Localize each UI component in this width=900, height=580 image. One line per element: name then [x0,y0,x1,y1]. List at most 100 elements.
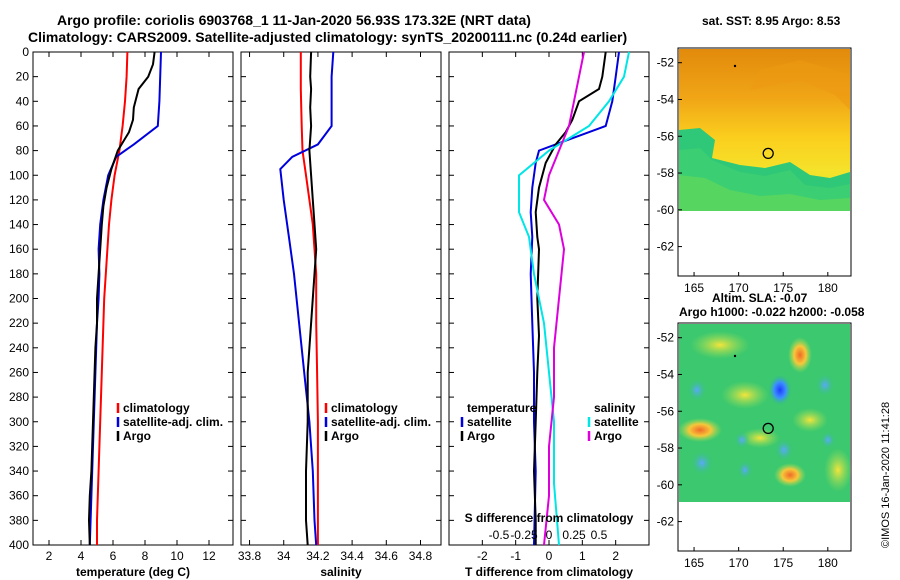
sla-map-title-line1: Altim. SLA: -0.07 [712,291,808,305]
sla-ytick-label: -62 [657,515,675,529]
legend-label-climatology: climatology [331,401,398,415]
figure-title-line1: Argo profile: coriolis 6903768_1 11-Jan-… [57,12,531,28]
legend-label-s-sat_salinity: satellite [594,415,639,429]
sla-map: Altim. SLA: -0.07 Argo h1000: -0.022 h20… [657,291,865,570]
temperature-axes-frame [32,51,234,546]
salinity-xlabel: salinity [320,565,362,579]
depth-tick-label: 240 [9,341,29,355]
sla-field [678,324,852,502]
sst-float-marker [762,147,774,160]
sst-xtick-label: 165 [684,281,704,295]
salinity-xtick-label: 34.4 [340,549,364,563]
credit-text: ©IMOS 16-Jan-2020 11:41:28 [880,402,892,548]
sst-xtick-label: 180 [818,281,838,295]
legend-label-climatology: climatology [123,401,190,415]
difference-xtick-label: -2 [477,549,488,563]
sst-field [679,49,850,211]
sst-small-marker [733,64,737,68]
temperature-xtick-label: 4 [78,549,85,563]
difference-series-t-argo [532,51,607,545]
sla-xtick-label: 180 [818,556,838,570]
difference-series-t-satellite [529,51,620,546]
sst-map: sat. SST: 8.95 Argo: 8.53 -52 -54 -56 -58 -6… [657,14,852,295]
difference-xtick-label: 0 [546,549,553,563]
depth-tick-label: 120 [9,193,29,207]
temperature-xtick-label: 2 [46,549,53,563]
figure-title-line2: Climatology: CARS2009. Satellite-adjuste… [28,29,627,45]
sla-xtick-label: 175 [773,556,793,570]
legend-label-argo: Argo [331,429,359,443]
sla-xtick-label: 170 [729,556,749,570]
depth-tick-label: 0 [22,45,29,59]
legend-label-s-clim_salinity: Argo [594,429,622,443]
temperature-series-satellite-adj-clim- [88,51,162,546]
depth-tick-label: 220 [9,316,29,330]
sst-ytick-label: -54 [657,92,675,106]
temperature-series-climatology [96,51,129,545]
sst-ytick-label: -52 [657,56,675,70]
sst-x-axis: 165 170 175 180 [684,272,838,295]
legend-label-satellite: satellite-adj. clim. [331,415,431,429]
salinity-panel: 33.8 34 34.2 34.4 34.6 34.8 salinity climatolog… [238,51,442,579]
legend-label-satellite: satellite-adj. clim. [123,415,223,429]
sst-xtick-label: 175 [773,281,793,295]
sla-small-marker [733,354,737,358]
depth-tick-label: 40 [16,94,30,108]
depth-tick-label: 280 [9,390,29,404]
depth-tick-label: 300 [9,415,29,429]
temperature-xtick-label: 10 [170,549,184,563]
difference-top-tick-label: -0.25 [510,528,538,542]
sst-ytick-label: -56 [657,129,675,143]
sla-y-axis: -52 -54 -56 -58 -60 -62 [657,331,682,529]
temperature-xtick-label: 6 [110,549,117,563]
sst-xtick-label: 170 [729,281,749,295]
temperature-series-argo [87,51,156,546]
sla-ytick-label: -58 [657,441,675,455]
depth-tick-label: 180 [9,267,29,281]
legend-label-t-satellite: satellite [467,415,512,429]
difference-xlabel: T difference from climatology [465,565,633,579]
salinity-xtick-label: 34.8 [409,549,433,563]
difference-top-tick-label: 0.5 [591,528,608,542]
salinity-xtick-label: 34 [277,549,291,563]
temperature-xtick-label: 8 [142,549,149,563]
depth-tick-label: 260 [9,365,29,379]
legend-label-argo: Argo [123,429,151,443]
difference-panel: -2 -1 0 1 2 T difference from climatology S di… [448,51,650,579]
depth-tick-label: 200 [9,292,29,306]
sla-map-title-line2: Argo h1000: -0.022 h2000: -0.058 [679,305,865,319]
depth-tick-label: 60 [16,119,30,133]
depth-tick-label: 80 [16,144,30,158]
sst-ytick-label: -62 [657,240,675,254]
depth-tick-label: 340 [9,464,29,478]
difference-xlabel-top: S difference from climatology [465,511,634,525]
difference-xtick-label: 1 [579,549,586,563]
sst-ytick-label: -58 [657,166,675,180]
sst-y-axis: -52 -54 -56 -58 -60 -62 [657,56,682,254]
sla-ytick-label: -56 [657,404,675,418]
difference-top-tick-label: -0.5 [489,528,510,542]
sla-xtick-label: 165 [684,556,704,570]
salinity-axes-frame [240,51,442,546]
sla-ytick-label: -54 [657,367,675,381]
salinity-xtick-label: 34.2 [306,549,330,563]
salinity-xtick-label: 33.8 [238,549,262,563]
difference-xtick-label: -1 [510,549,521,563]
depth-tick-label: 400 [9,538,29,552]
salinity-xtick-label: 34.6 [375,549,399,563]
depth-tick-label: 140 [9,218,29,232]
sla-ytick-label: -60 [657,478,675,492]
sla-ytick-label: -52 [657,331,675,345]
depth-tick-label: 380 [9,513,29,527]
depth-tick-label: 320 [9,439,29,453]
legend-label-t-argo: Argo [467,429,495,443]
sla-x-axis: 165 170 175 180 [684,547,838,570]
sla-float-marker [762,422,774,435]
salinity-series-climatology [299,52,319,545]
depth-tick-label: 160 [9,242,29,256]
salinity-series-satellite-adj-clim- [279,51,335,546]
difference-top-tick-label: 0 [546,528,553,542]
depth-tick-label: 360 [9,489,29,503]
legend-heading-salinity: salinity [594,401,636,415]
